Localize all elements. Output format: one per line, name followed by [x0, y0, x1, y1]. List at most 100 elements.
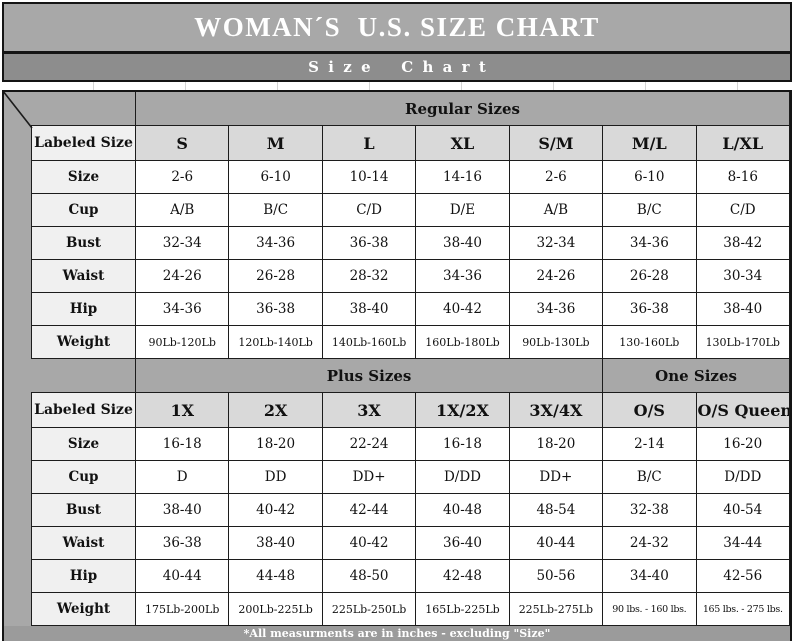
bust-value-cell: 38-42 — [695, 226, 791, 260]
column-header-cell: 1X/2X — [415, 392, 510, 428]
weight-value-cell: 90Lb-120Lb — [134, 325, 230, 359]
waist-value-cell: 28-32 — [321, 259, 417, 293]
waist-value-cell: 24-26 — [508, 259, 604, 293]
waist-value-cell: 30-34 — [695, 259, 791, 293]
size-table-body: Regular Sizes Labeled Size S M L XL S/M M/L L/XL… — [31, 92, 791, 626]
hip-value-cell: 36-38 — [228, 292, 323, 326]
size-value-cell: 22-24 — [321, 427, 417, 461]
bust-value-cell: 32-34 — [134, 226, 230, 260]
row-label-hip: Hip — [31, 559, 136, 593]
row-label-bust: Bust — [31, 226, 136, 260]
row-label-waist: Waist — [31, 259, 136, 293]
hip-value-cell: 42-48 — [415, 559, 510, 593]
weight-value-cell: 225Lb-275Lb — [508, 592, 604, 626]
row-label-size: Size — [31, 427, 136, 461]
column-header-cell: M/L — [602, 125, 697, 161]
size-table-frame: Regular Sizes Labeled Size S M L XL S/M M/L L/XL… — [2, 90, 792, 641]
column-header-cell: M — [228, 125, 323, 161]
bust-value-cell: 48-54 — [508, 493, 604, 527]
row-label-labeled-size: Labeled Size — [31, 125, 136, 161]
hip-value-cell: 40-44 — [134, 559, 230, 593]
row-label-size: Size — [31, 160, 136, 194]
section-header-regular-sizes: Regular Sizes — [135, 92, 790, 126]
size-value-cell: 2-6 — [134, 160, 230, 194]
column-header-cell: S/M — [508, 125, 604, 161]
column-header-cell: 3X/4X — [508, 392, 604, 428]
waist-value-cell: 40-42 — [321, 526, 417, 560]
column-header-cell: L — [321, 125, 417, 161]
spreadsheet-gridline-strip-top — [2, 82, 792, 90]
bust-value-cell: 32-38 — [602, 493, 697, 527]
hip-value-cell: 38-40 — [321, 292, 417, 326]
bust-value-cell: 40-48 — [415, 493, 510, 527]
hip-value-cell: 34-36 — [508, 292, 604, 326]
row-label-cup: Cup — [31, 193, 136, 227]
weight-value-cell: 130-160Lb — [602, 325, 697, 359]
footer-band: *All measurments are in inches - excludi… — [4, 626, 790, 641]
weight-value-cell: 130Lb-170Lb — [695, 325, 791, 359]
waist-value-cell: 34-44 — [695, 526, 791, 560]
cup-value-cell: B/C — [602, 193, 697, 227]
hip-value-cell: 36-38 — [602, 292, 697, 326]
section-header-one-sizes: One Sizes — [602, 358, 790, 393]
bust-value-cell: 40-42 — [228, 493, 323, 527]
size-value-cell: 2-14 — [602, 427, 697, 461]
hip-value-cell: 42-56 — [695, 559, 791, 593]
weight-value-cell: 165Lb-225Lb — [415, 592, 510, 626]
bust-value-cell: 32-34 — [508, 226, 604, 260]
footer-note: *All measurments are in inches - excludi… — [243, 627, 551, 640]
weight-value-cell: 175Lb-200Lb — [134, 592, 230, 626]
cup-value-cell: D/DD — [695, 460, 791, 494]
size-value-cell: 6-10 — [602, 160, 697, 194]
cup-value-cell: D/E — [415, 193, 510, 227]
size-value-cell: 16-20 — [695, 427, 791, 461]
corner-cell — [31, 358, 136, 393]
title-banner: WOMAN´S U.S. SIZE CHART — [2, 2, 792, 54]
cup-value-cell: D/DD — [415, 460, 510, 494]
cup-value-cell: B/C — [228, 193, 323, 227]
size-value-cell: 10-14 — [321, 160, 417, 194]
row-label-weight: Weight — [31, 325, 136, 359]
cup-value-cell: DD+ — [321, 460, 417, 494]
size-value-cell: 6-10 — [228, 160, 323, 194]
waist-value-cell: 36-38 — [134, 526, 230, 560]
row-label-weight: Weight — [31, 592, 136, 626]
bust-value-cell: 38-40 — [134, 493, 230, 527]
column-header-cell: XL — [415, 125, 510, 161]
size-value-cell: 16-18 — [134, 427, 230, 461]
corner-bevel-diagonal — [4, 92, 33, 129]
bust-value-cell: 38-40 — [415, 226, 510, 260]
subtitle-banner: Size Chart — [2, 54, 792, 82]
hip-value-cell: 34-36 — [134, 292, 230, 326]
page-subtitle: Size Chart — [308, 58, 496, 76]
size-value-cell: 2-6 — [508, 160, 604, 194]
hip-value-cell: 50-56 — [508, 559, 604, 593]
cup-value-cell: C/D — [321, 193, 417, 227]
column-header-cell: 1X — [134, 392, 230, 428]
hip-value-cell: 40-42 — [415, 292, 510, 326]
column-header-cell: 3X — [321, 392, 417, 428]
waist-value-cell: 38-40 — [228, 526, 323, 560]
size-value-cell: 8-16 — [695, 160, 791, 194]
hip-value-cell: 44-48 — [228, 559, 323, 593]
size-value-cell: 14-16 — [415, 160, 510, 194]
column-header-cell: O/S — [602, 392, 697, 428]
weight-value-cell: 200Lb-225Lb — [228, 592, 323, 626]
row-label-labeled-size: Labeled Size — [31, 392, 136, 428]
weight-value-cell: 120Lb-140Lb — [228, 325, 323, 359]
bust-value-cell: 42-44 — [321, 493, 417, 527]
hip-value-cell: 38-40 — [695, 292, 791, 326]
cup-value-cell: DD+ — [508, 460, 604, 494]
section-header-plus-sizes: Plus Sizes — [134, 358, 604, 393]
hip-value-cell: 34-40 — [602, 559, 697, 593]
waist-value-cell: 24-32 — [602, 526, 697, 560]
bust-value-cell: 34-36 — [228, 226, 323, 260]
row-label-cup: Cup — [31, 460, 136, 494]
weight-value-cell: 165 lbs. - 275 lbs. — [695, 592, 791, 626]
waist-value-cell: 26-28 — [602, 259, 697, 293]
waist-value-cell: 26-28 — [228, 259, 323, 293]
row-label-bust: Bust — [31, 493, 136, 527]
waist-value-cell: 24-26 — [134, 259, 230, 293]
waist-value-cell: 36-40 — [415, 526, 510, 560]
